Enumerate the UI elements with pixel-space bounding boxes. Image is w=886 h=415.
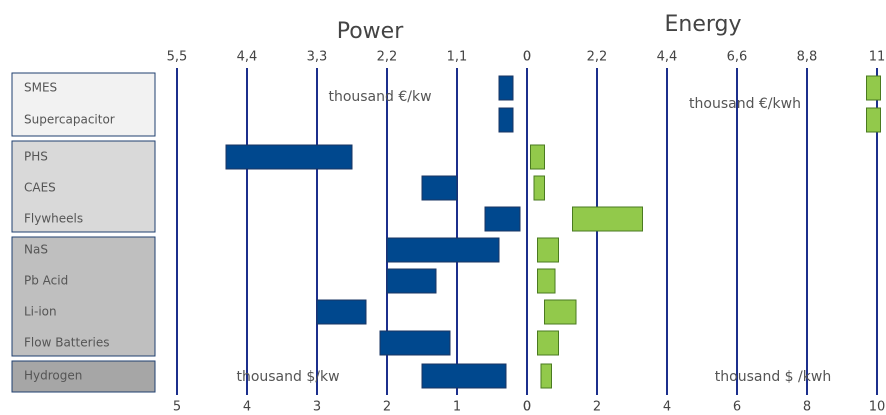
x-top-tick-label: 3,3 [307, 50, 328, 65]
x-top-tick-label: 4,4 [657, 50, 678, 65]
x-tick-label: 10 [869, 400, 886, 415]
unit-top: thousand €/kw [328, 89, 431, 105]
bar [544, 299, 577, 325]
category-label: Hydrogen [24, 369, 82, 383]
x-top-tick-label: 2,2 [377, 50, 398, 65]
unit-bottom: thousand $ /kwh [715, 369, 831, 385]
bar [484, 206, 521, 232]
bar [316, 299, 367, 325]
bar [866, 107, 881, 133]
x-tick-label: 0 [523, 400, 531, 415]
x-top-tick-label: 6,6 [727, 50, 748, 65]
x-top-tick-label: 1,1 [447, 50, 468, 65]
bar [530, 144, 545, 170]
bar [421, 175, 458, 201]
category-label: Flow Batteries [24, 336, 110, 350]
bar [537, 268, 556, 294]
category-label: NaS [24, 243, 48, 257]
category-label: SMES [24, 81, 57, 95]
group-box [11, 72, 156, 137]
x-tick-label: 6 [733, 400, 741, 415]
group-box [11, 236, 156, 357]
bar [498, 107, 514, 133]
bar [379, 330, 451, 356]
x-tick-label: 4 [663, 400, 671, 415]
x-top-tick-label: 2,2 [587, 50, 608, 65]
x-top-tick-label: 0 [523, 50, 531, 65]
panel-title: Power [337, 19, 404, 44]
panel-title: Energy [664, 12, 741, 37]
x-tick-label: 5 [173, 400, 181, 415]
bar [386, 237, 500, 263]
bar [537, 330, 559, 356]
category-label: PHS [24, 150, 48, 164]
bar [498, 75, 514, 101]
bar [421, 363, 507, 389]
x-tick-label: 4 [243, 400, 251, 415]
x-top-tick-label: 0 [523, 50, 531, 65]
x-top-tick-label: 5,5 [167, 50, 188, 65]
category-label: CAES [24, 181, 56, 195]
x-top-tick-label: 11 [869, 50, 886, 65]
group-box [11, 360, 156, 393]
x-tick-label: 2 [383, 400, 391, 415]
category-label: Supercapacitor [24, 113, 115, 127]
category-label: Flywheels [24, 212, 83, 226]
bar [572, 206, 643, 232]
x-tick-label: 8 [803, 400, 811, 415]
bar [386, 268, 437, 294]
bar [866, 75, 881, 101]
x-tick-label: 2 [593, 400, 601, 415]
unit-top: thousand €/kwh [689, 96, 801, 112]
x-tick-label: 0 [523, 400, 531, 415]
bar [225, 144, 353, 170]
category-label: Li-ion [24, 305, 57, 319]
bar [537, 237, 559, 263]
x-top-tick-label: 8,8 [797, 50, 818, 65]
unit-bottom: thousand $/kw [236, 369, 339, 385]
x-top-tick-label: 4,4 [237, 50, 258, 65]
x-tick-label: 3 [313, 400, 321, 415]
category-label: Pb Acid [24, 274, 68, 288]
bar [533, 175, 545, 201]
group-box [11, 140, 156, 233]
bar [540, 363, 552, 389]
x-tick-label: 1 [453, 400, 461, 415]
